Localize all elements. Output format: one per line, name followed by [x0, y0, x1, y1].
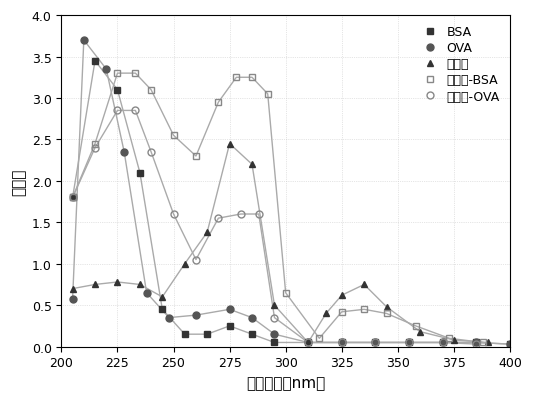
吡哌酸 — [114, 280, 120, 285]
BSA — [249, 332, 255, 337]
吡哌酸-OVA — [92, 146, 98, 151]
吡哌酸-OVA — [114, 109, 120, 113]
吡哌酸-BSA — [338, 310, 345, 314]
Legend: BSA, OVA, 吡哌酸, 吡哌酸-BSA, 吡哌酸-OVA: BSA, OVA, 吡哌酸, 吡哌酸-BSA, 吡哌酸-OVA — [415, 22, 504, 107]
吡哌酸-BSA — [193, 154, 199, 159]
BSA — [182, 332, 188, 337]
吡哌酸 — [305, 340, 311, 345]
Line: OVA: OVA — [69, 37, 513, 348]
OVA — [406, 340, 412, 345]
Line: BSA: BSA — [69, 58, 513, 348]
吡哌酸-BSA — [69, 196, 76, 200]
吡哌酸-OVA — [473, 342, 480, 347]
吡哌酸-OVA — [69, 196, 76, 200]
吡哌酸 — [451, 338, 457, 342]
OVA — [271, 332, 278, 337]
吡哌酸-BSA — [132, 71, 139, 76]
吡哌酸-BSA — [264, 92, 271, 97]
吡哌酸-BSA — [361, 307, 367, 312]
吡哌酸-BSA — [114, 71, 120, 76]
吡哌酸-BSA — [282, 291, 289, 296]
X-axis label: 检测波长（nm）: 检测波长（nm） — [246, 375, 325, 390]
吡哌酸 — [92, 282, 98, 287]
BSA — [271, 340, 278, 345]
吡哌酸-BSA — [316, 336, 322, 341]
吡哌酸-BSA — [171, 134, 177, 138]
吡哌酸 — [323, 311, 329, 316]
吡哌酸 — [136, 282, 143, 287]
吡哌酸 — [159, 295, 166, 300]
吡哌酸-OVA — [338, 340, 345, 345]
BSA — [440, 340, 446, 345]
BSA — [159, 307, 166, 312]
BSA — [114, 88, 120, 93]
吡哌酸-OVA — [440, 340, 446, 345]
吡哌酸 — [204, 230, 211, 235]
OVA — [338, 340, 345, 345]
吡哌酸 — [417, 330, 423, 334]
OVA — [69, 296, 76, 301]
BSA — [473, 340, 480, 345]
BSA — [338, 340, 345, 345]
吡哌酸-BSA — [233, 76, 239, 81]
吡哌酸-BSA — [413, 324, 419, 328]
吡哌酸-OVA — [305, 340, 311, 345]
OVA — [121, 150, 127, 155]
吡哌酸 — [338, 293, 345, 298]
Y-axis label: 吸光值: 吸光值 — [11, 168, 26, 195]
吡哌酸-BSA — [249, 76, 255, 81]
BSA — [227, 324, 233, 328]
吡哌酸-OVA — [171, 212, 177, 217]
OVA — [440, 340, 446, 345]
BSA — [204, 332, 211, 337]
吡哌酸-OVA — [372, 340, 378, 345]
吡哌酸-OVA — [271, 316, 278, 320]
吡哌酸-BSA — [480, 340, 486, 345]
吡哌酸 — [271, 303, 278, 308]
OVA — [227, 307, 233, 312]
吡哌酸-OVA — [193, 257, 199, 262]
吡哌酸 — [227, 142, 233, 147]
Line: 吡哌酸-OVA: 吡哌酸-OVA — [69, 108, 480, 348]
Line: 吡哌酸-BSA: 吡哌酸-BSA — [69, 71, 487, 346]
BSA — [69, 196, 76, 200]
吡哌酸-OVA — [255, 212, 262, 217]
吡哌酸-OVA — [406, 340, 412, 345]
吡哌酸-OVA — [215, 216, 222, 221]
BSA — [372, 340, 378, 345]
BSA — [92, 59, 98, 64]
OVA — [372, 340, 378, 345]
吡哌酸-OVA — [132, 109, 139, 113]
OVA — [473, 340, 480, 345]
OVA — [305, 340, 311, 345]
吡哌酸 — [383, 305, 390, 310]
OVA — [80, 38, 87, 43]
BSA — [136, 171, 143, 176]
吡哌酸-BSA — [215, 101, 222, 105]
BSA — [406, 340, 412, 345]
吡哌酸-BSA — [92, 142, 98, 147]
OVA — [193, 313, 199, 318]
OVA — [507, 342, 513, 347]
OVA — [103, 67, 109, 72]
OVA — [166, 316, 172, 320]
吡哌酸 — [249, 162, 255, 167]
吡哌酸 — [361, 282, 367, 287]
吡哌酸-OVA — [238, 212, 244, 217]
BSA — [507, 342, 513, 347]
吡哌酸 — [182, 262, 188, 267]
OVA — [249, 316, 255, 320]
吡哌酸 — [69, 286, 76, 291]
吡哌酸-OVA — [148, 150, 154, 155]
吡哌酸-BSA — [148, 88, 154, 93]
BSA — [305, 340, 311, 345]
Line: 吡哌酸: 吡哌酸 — [69, 141, 491, 346]
吡哌酸 — [484, 340, 491, 345]
吡哌酸-BSA — [446, 336, 453, 341]
吡哌酸-BSA — [383, 311, 390, 316]
OVA — [143, 291, 150, 296]
